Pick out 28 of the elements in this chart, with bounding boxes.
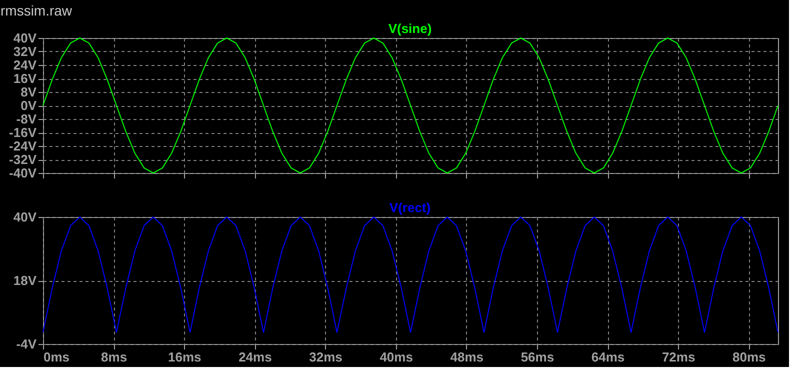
y-tick-label: 16V — [13, 71, 37, 86]
y-tick-label: -24V — [9, 138, 37, 154]
y-tick-label: 18V — [13, 273, 37, 288]
x-tick-label: 64ms — [591, 350, 625, 364]
y-tick-label: -4V — [16, 336, 37, 352]
x-tick-label: 40ms — [380, 350, 413, 364]
x-tick-label: 16ms — [168, 350, 202, 364]
chart-title: rmssim.raw — [0, 2, 73, 18]
x-tick-label: 32ms — [309, 350, 342, 364]
y-tick-label: 32V — [13, 44, 37, 59]
y-tick-label: -32V — [9, 152, 37, 167]
x-tick-label: 24ms — [238, 350, 272, 364]
y-tick-label: 8V — [20, 84, 37, 100]
y-tick-label: 40V — [13, 210, 37, 224]
x-tick-label: 72ms — [662, 350, 696, 364]
y-tick-label: -16V — [9, 125, 37, 140]
y-tick-label: -40V — [9, 166, 37, 180]
y-tick-label: 24V — [13, 58, 37, 72]
x-tick-label: 48ms — [450, 350, 484, 364]
x-tick-label: 80ms — [732, 350, 766, 364]
series-label: V(rect) — [389, 200, 431, 215]
series-label: V(sine) — [388, 21, 432, 36]
x-tick-label: 56ms — [520, 350, 554, 364]
y-tick-label: 0V — [20, 98, 37, 113]
x-tick-label: 8ms — [101, 350, 128, 364]
x-tick-label: 0ms — [44, 350, 70, 364]
y-tick-label: 40V — [13, 30, 37, 46]
y-tick-label: -8V — [16, 112, 37, 126]
